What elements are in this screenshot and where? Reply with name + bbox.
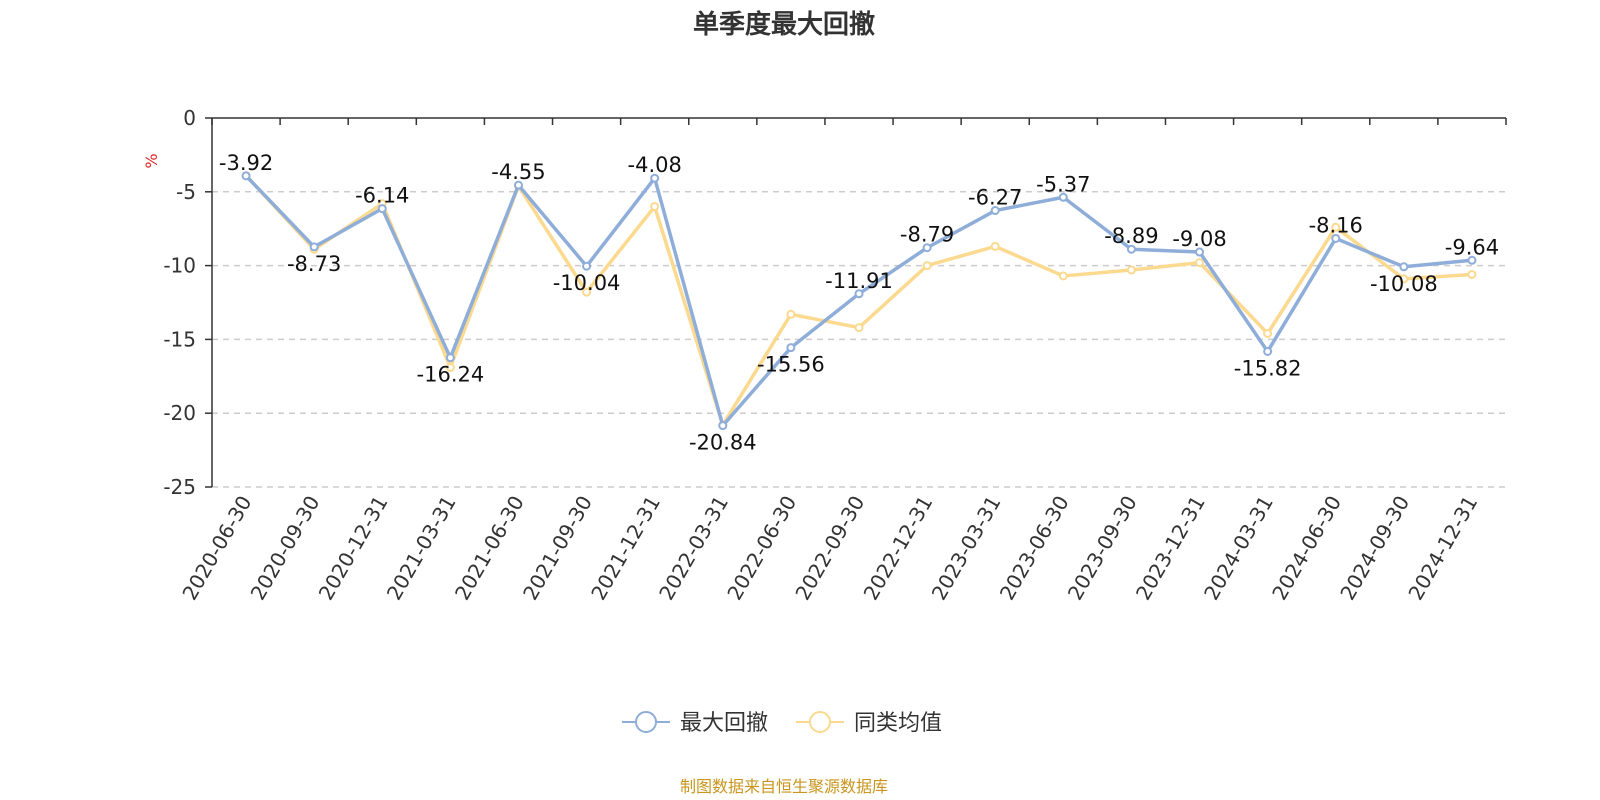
data-point[interactable]: [1263, 347, 1273, 357]
data-point[interactable]: [990, 241, 1000, 251]
data-label: -8.16: [1309, 213, 1363, 237]
data-point[interactable]: [650, 202, 660, 212]
source-note: 制图数据来自恒生聚源数据库: [680, 777, 888, 796]
legend-marker: [635, 711, 657, 733]
data-point[interactable]: [1126, 265, 1136, 275]
data-point[interactable]: [786, 309, 796, 319]
data-point[interactable]: [1331, 222, 1341, 232]
data-point[interactable]: [1263, 328, 1273, 338]
x-tick-label: 2021-09-30: [518, 492, 597, 605]
data-point[interactable]: [513, 180, 523, 190]
x-tick-label: 2021-06-30: [450, 492, 529, 605]
x-tick-label: 2024-03-31: [1199, 492, 1278, 605]
data-point[interactable]: [1058, 271, 1068, 281]
data-point[interactable]: [309, 242, 319, 252]
data-point[interactable]: [922, 261, 932, 271]
y-axis: 0 -5 -10 -15 -20 -25: [163, 106, 213, 499]
legend[interactable]: 最大回撤 同类均值: [622, 711, 942, 736]
legend-item-1[interactable]: 同类均值: [796, 711, 942, 736]
x-tick-label: 2022-03-31: [654, 492, 733, 605]
x-tick-label: 2021-03-31: [382, 492, 461, 605]
data-point[interactable]: [377, 204, 387, 214]
x-tick-label: 2024-09-30: [1335, 492, 1414, 605]
x-tick-label: 2022-12-31: [859, 492, 938, 605]
data-label: -15.82: [1234, 357, 1302, 381]
series-line: [244, 174, 1473, 427]
data-label: -4.08: [628, 153, 682, 177]
data-label: -3.92: [219, 151, 273, 175]
data-label: -11.91: [825, 269, 893, 293]
x-tick-label: 2023-12-31: [1131, 492, 1210, 605]
data-point[interactable]: [1195, 258, 1205, 268]
data-label: -6.27: [968, 186, 1022, 210]
x-tick-label: 2023-03-31: [927, 492, 1006, 605]
data-point[interactable]: [241, 171, 251, 181]
legend-marker: [809, 711, 831, 733]
x-tick-label: 2020-12-31: [314, 492, 393, 605]
series-layer: [241, 171, 1477, 431]
data-point[interactable]: [1467, 269, 1477, 279]
legend-label: 同类均值: [854, 711, 942, 736]
y-tick-label: -10: [163, 254, 196, 278]
data-label: -10.08: [1370, 272, 1438, 296]
y-tick-label: -15: [163, 327, 196, 351]
data-point[interactable]: [1399, 274, 1409, 284]
series-0: [241, 171, 1477, 431]
x-tick-label: 2021-12-31: [586, 492, 665, 605]
data-label: -9.08: [1172, 227, 1226, 251]
data-point[interactable]: [922, 243, 932, 253]
legend-label: 最大回撤: [680, 711, 768, 736]
data-label: -20.84: [689, 431, 757, 455]
data-label: -16.24: [417, 363, 485, 387]
data-label: -8.79: [900, 223, 954, 247]
data-point[interactable]: [854, 323, 864, 333]
chart-title: 单季度最大回撤: [693, 9, 875, 40]
data-point[interactable]: [445, 362, 455, 372]
x-tick-label: 2024-06-30: [1267, 492, 1346, 605]
x-tick-label: 2020-06-30: [177, 492, 256, 605]
data-label: -9.64: [1445, 235, 1499, 259]
data-point[interactable]: [1058, 192, 1068, 202]
data-point[interactable]: [854, 289, 864, 299]
data-point[interactable]: [1331, 233, 1341, 243]
data-labels: -3.92 -8.73 -6.14 -16.24 -4.55 -10.04 -4.08 -20…: [219, 151, 1499, 455]
y-tick-label: -5: [176, 180, 196, 204]
data-point[interactable]: [582, 287, 592, 297]
data-label: -10.04: [553, 271, 621, 295]
data-point[interactable]: [990, 206, 1000, 216]
data-label: -15.56: [757, 353, 825, 377]
data-label: -5.37: [1036, 172, 1090, 196]
x-tick-label: 2022-09-30: [790, 492, 869, 605]
x-tick-label: 2024-12-31: [1403, 492, 1482, 605]
y-tick-label: -20: [163, 401, 196, 425]
data-label: -8.89: [1104, 224, 1158, 248]
x-tick-label: 2022-06-30: [722, 492, 801, 605]
y-tick-label: -25: [163, 475, 196, 499]
data-point[interactable]: [1126, 244, 1136, 254]
grid-lines: [212, 191, 1506, 488]
data-point[interactable]: [1195, 247, 1205, 257]
x-tick-label: 2020-09-30: [246, 492, 325, 605]
data-label: -4.55: [491, 160, 545, 184]
data-label: -6.14: [355, 184, 409, 208]
data-point[interactable]: [445, 353, 455, 363]
data-point[interactable]: [786, 343, 796, 353]
data-point[interactable]: [1399, 262, 1409, 272]
y-axis-unit: %: [142, 153, 161, 168]
legend-item-0[interactable]: 最大回撤: [622, 711, 768, 736]
series-1: [241, 171, 1477, 430]
y-tick-label: 0: [183, 106, 196, 130]
x-tick-label: 2023-06-30: [995, 492, 1074, 605]
data-point[interactable]: [582, 261, 592, 271]
data-point[interactable]: [718, 421, 728, 431]
data-point[interactable]: [1467, 255, 1477, 265]
data-label: -8.73: [287, 252, 341, 276]
x-tick-label: 2023-09-30: [1063, 492, 1142, 605]
data-point[interactable]: [650, 173, 660, 183]
